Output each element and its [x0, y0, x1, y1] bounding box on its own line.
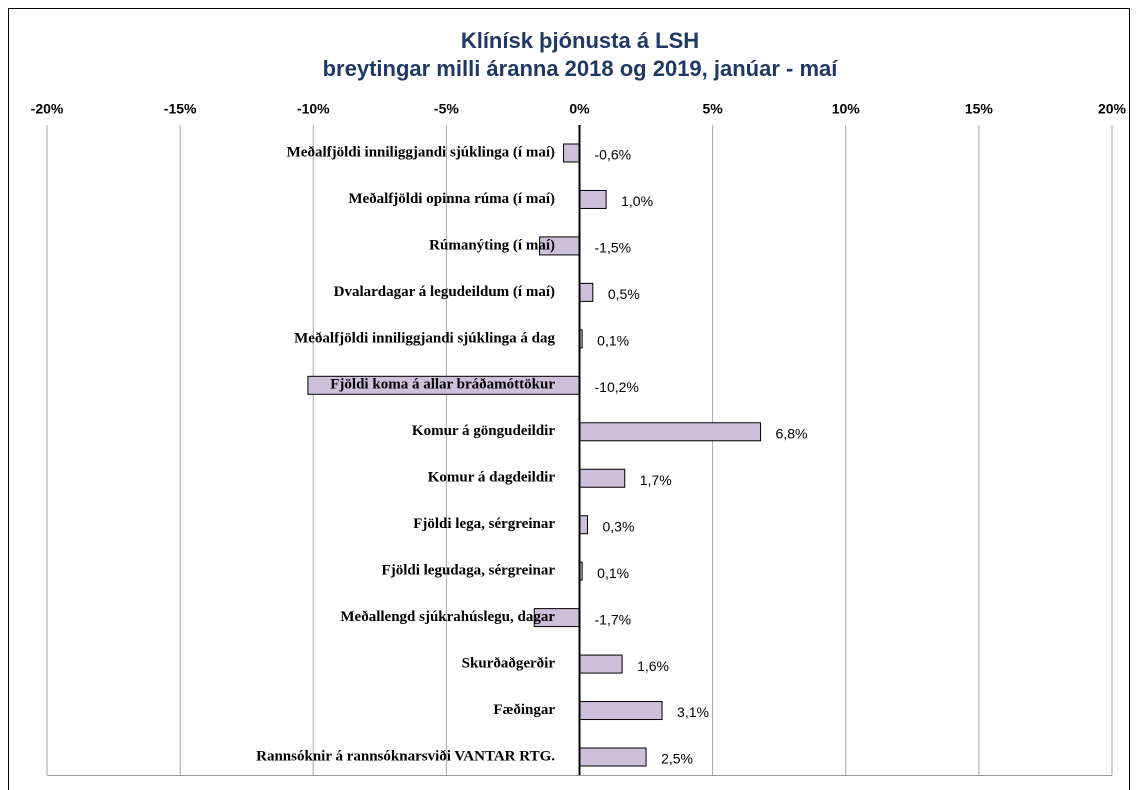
data-label: -10,2%	[595, 379, 639, 395]
category-label: Rúmanýting (í maí)	[429, 237, 555, 253]
bar	[579, 654, 623, 674]
bar	[579, 747, 647, 767]
chart-frame	[8, 8, 1130, 790]
data-label: 3,1%	[677, 704, 709, 720]
data-label: -1,5%	[595, 240, 632, 256]
x-tick-label: 20%	[1098, 101, 1127, 117]
data-label: 1,6%	[637, 658, 669, 674]
data-label: 0,3%	[602, 518, 634, 534]
category-label: Komur á dagdeildir	[428, 470, 556, 486]
category-label: Fjöldi koma á allar bráðamóttökur	[330, 377, 555, 393]
chart-title: Klínísk þjónusta á LSH	[461, 28, 699, 53]
category-label: Fæðingar	[493, 702, 555, 718]
bar	[579, 282, 594, 302]
category-label: Fjöldi legudaga, sérgreinar	[382, 563, 556, 579]
data-label: 0,1%	[597, 333, 629, 349]
data-label: -1,7%	[595, 611, 632, 627]
category-label: Meðalfjöldi inniliggjandi sjúklinga á da…	[294, 330, 555, 346]
x-tick-label: 5%	[703, 101, 724, 117]
x-tick-label: 0%	[569, 101, 590, 117]
data-label: 0,5%	[608, 286, 640, 302]
category-label: Meðallengd sjúkrahúslegu, dagar	[340, 609, 555, 625]
bar	[563, 143, 581, 163]
bar	[579, 468, 626, 488]
x-tick-label: 15%	[965, 101, 994, 117]
bar	[579, 422, 762, 442]
data-label: 1,7%	[640, 472, 672, 488]
bar	[579, 701, 663, 721]
bar	[579, 189, 607, 209]
category-label: Meðalfjöldi inniliggjandi sjúklinga (í m…	[287, 144, 555, 160]
category-label: Fjöldi lega, sérgreinar	[413, 516, 555, 532]
category-label: Dvalardagar á legudeildum (í maí)	[334, 284, 555, 300]
x-tick-label: -10%	[297, 101, 330, 117]
data-label: 0,1%	[597, 565, 629, 581]
x-tick-label: -5%	[434, 101, 459, 117]
data-label: -0,6%	[595, 147, 632, 163]
x-tick-label: -20%	[31, 101, 64, 117]
x-tick-label: -15%	[164, 101, 197, 117]
chart-subtitle: breytingar milli áranna 2018 og 2019, ja…	[323, 56, 839, 81]
data-label: 2,5%	[661, 751, 693, 767]
category-label: Rannsóknir á rannsóknarsviði VANTAR RTG.	[256, 748, 555, 764]
category-label: Meðalfjöldi opinna rúma (í maí)	[348, 191, 555, 207]
category-label: Komur á göngudeildir	[412, 423, 555, 439]
category-label: Skurðaðgerðir	[462, 656, 556, 672]
bar	[579, 515, 588, 535]
data-label: 1,0%	[621, 193, 653, 209]
data-label: 6,8%	[776, 425, 808, 441]
x-tick-label: 10%	[832, 101, 861, 117]
